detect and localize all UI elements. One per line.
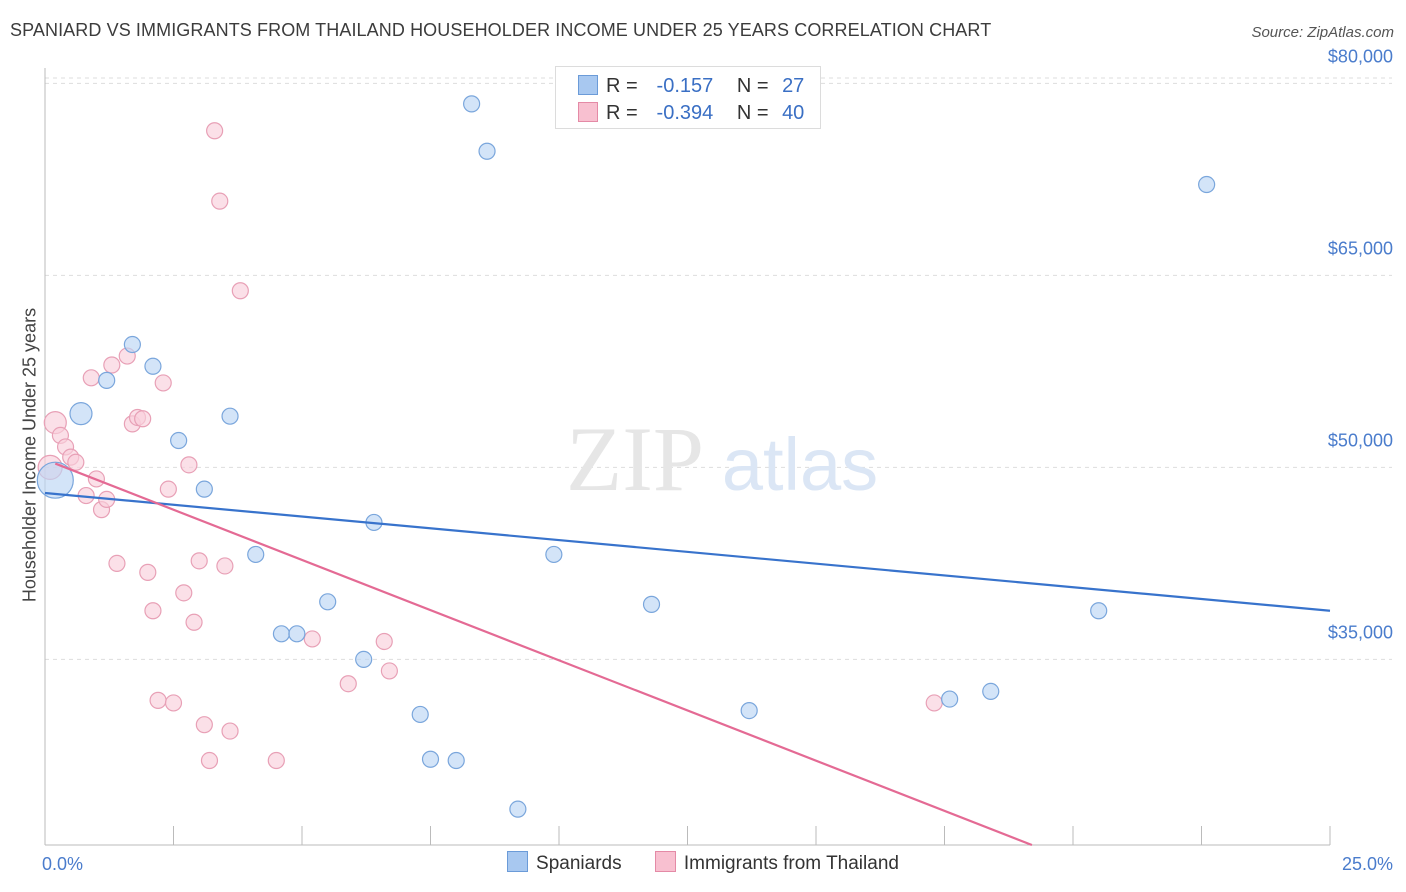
point-spaniards bbox=[545, 545, 563, 564]
point-thailand bbox=[206, 122, 224, 140]
point-thailand bbox=[180, 456, 198, 474]
point-thailand bbox=[190, 552, 208, 570]
legend-r-value: -0.157 bbox=[656, 75, 714, 97]
y-tick-label: $50,000 bbox=[1328, 430, 1393, 450]
point-spaniards bbox=[421, 750, 440, 768]
point-spaniards bbox=[463, 95, 481, 113]
point-thailand bbox=[221, 722, 239, 740]
legend-label-thailand: Immigrants from Thailand bbox=[683, 853, 899, 874]
point-thailand bbox=[303, 630, 321, 648]
point-thailand bbox=[339, 675, 357, 693]
point-thailand bbox=[175, 584, 193, 602]
point-thailand bbox=[380, 662, 398, 680]
point-spaniards bbox=[1090, 602, 1108, 620]
point-spaniards bbox=[288, 625, 306, 643]
point-spaniards bbox=[319, 593, 337, 611]
point-spaniards bbox=[355, 650, 373, 669]
y-tick-label: $35,000 bbox=[1328, 622, 1393, 642]
point-thailand bbox=[925, 694, 943, 712]
point-spaniards bbox=[509, 800, 527, 818]
trend-line-thailand bbox=[54, 462, 1033, 847]
point-thailand bbox=[82, 369, 100, 387]
point-spaniards bbox=[1198, 175, 1216, 194]
data-points bbox=[36, 95, 1216, 818]
point-thailand bbox=[375, 632, 393, 651]
point-spaniards bbox=[941, 690, 959, 708]
legend-swatch-spaniards bbox=[507, 851, 529, 872]
point-thailand bbox=[108, 554, 126, 573]
point-thailand bbox=[200, 751, 219, 770]
legend-label-spaniards: Spaniards bbox=[536, 853, 622, 874]
point-thailand bbox=[211, 192, 229, 210]
watermark: ZIP atlas bbox=[566, 408, 878, 510]
point-thailand bbox=[139, 563, 157, 581]
legend-n-value: 40 bbox=[782, 102, 805, 124]
point-spaniards bbox=[740, 701, 758, 720]
point-thailand bbox=[67, 453, 85, 471]
point-spaniards bbox=[144, 357, 162, 375]
point-thailand bbox=[159, 480, 177, 498]
point-thailand bbox=[149, 691, 167, 709]
point-thailand bbox=[134, 410, 152, 428]
legend-swatch-spaniards bbox=[578, 75, 598, 95]
y-tick-label: $80,000 bbox=[1328, 46, 1393, 66]
legend-r-label: R = bbox=[606, 75, 638, 97]
point-spaniards bbox=[247, 545, 265, 564]
point-spaniards bbox=[195, 480, 213, 498]
watermark-zip: ZIP bbox=[566, 408, 704, 510]
point-spaniards bbox=[69, 402, 93, 426]
point-spaniards bbox=[411, 705, 429, 724]
legend-item-spaniards: Spaniards bbox=[507, 851, 622, 875]
legend-r-value: -0.394 bbox=[656, 102, 714, 124]
point-spaniards bbox=[36, 461, 74, 499]
point-thailand bbox=[164, 694, 183, 712]
point-thailand bbox=[195, 716, 213, 734]
point-spaniards bbox=[642, 595, 661, 613]
correlation-legend: R = -0.157 N = 27 R = -0.394 N = 40 bbox=[555, 66, 821, 129]
trend-lines bbox=[44, 462, 1331, 847]
x-tick-labels: 0.0% 25.0% bbox=[42, 854, 1393, 874]
point-thailand bbox=[154, 374, 172, 392]
y-tick-labels: $35,000 $50,000 $65,000 $80,000 bbox=[1328, 46, 1393, 642]
legend-swatch-thailand bbox=[654, 851, 676, 872]
legend-n-label: N = bbox=[736, 75, 769, 97]
y-tick-label: $65,000 bbox=[1328, 238, 1393, 258]
point-spaniards bbox=[98, 371, 116, 389]
point-spaniards bbox=[272, 625, 291, 643]
point-spaniards bbox=[982, 682, 1000, 701]
point-thailand bbox=[144, 602, 162, 620]
point-thailand bbox=[216, 557, 234, 575]
point-thailand bbox=[185, 613, 203, 631]
legend-row-spaniards: R = -0.157 N = 27 bbox=[578, 75, 804, 99]
point-spaniards bbox=[170, 431, 188, 450]
legend-item-thailand: Immigrants from Thailand bbox=[654, 851, 899, 875]
legend-n-label: N = bbox=[736, 102, 769, 124]
trend-line-spaniards bbox=[44, 491, 1331, 612]
legend-r-label: R = bbox=[606, 102, 638, 124]
legend-swatch-thailand bbox=[578, 102, 598, 122]
grid-lines bbox=[45, 77, 1392, 660]
point-spaniards bbox=[478, 142, 496, 160]
source-label: Source: ZipAtlas.com bbox=[1251, 24, 1394, 41]
point-thailand bbox=[267, 751, 285, 770]
point-thailand bbox=[103, 356, 121, 374]
point-spaniards bbox=[123, 335, 141, 354]
series-legend: Spaniards Immigrants from Thailand bbox=[0, 851, 1406, 875]
point-spaniards bbox=[221, 407, 239, 425]
legend-n-value: 27 bbox=[782, 75, 805, 97]
legend-row-thailand: R = -0.394 N = 40 bbox=[578, 102, 804, 126]
watermark-atlas: atlas bbox=[722, 423, 878, 506]
x-tick-label: 25.0% bbox=[1342, 854, 1393, 874]
point-thailand bbox=[231, 282, 249, 300]
x-tick-label: 0.0% bbox=[42, 854, 83, 874]
chart-title: SPANIARD VS IMMIGRANTS FROM THAILAND HOU… bbox=[10, 20, 992, 40]
point-spaniards bbox=[447, 751, 465, 770]
